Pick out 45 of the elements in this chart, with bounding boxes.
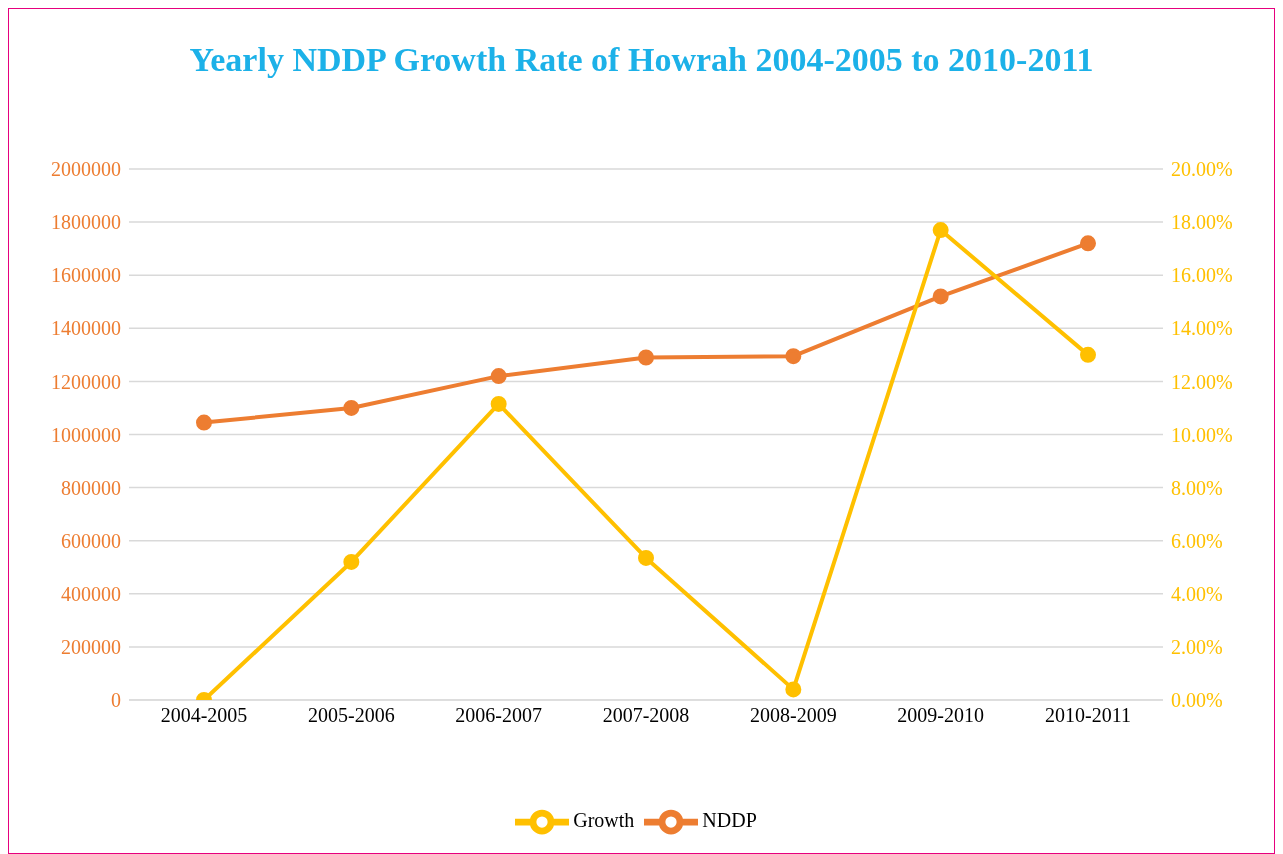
- y-tick-label: 0: [111, 689, 121, 712]
- point: [196, 414, 212, 431]
- x-tick-label: 2007-2008: [602, 704, 690, 727]
- point: [343, 553, 360, 570]
- point: [490, 395, 507, 412]
- y2-tick-label: 0.00%: [1171, 689, 1223, 712]
- y-tick-label: 200000: [61, 636, 121, 658]
- chart-title: Yearly NDDP Growth Rate of Howrah 2004-2005 to 2010-2011: [188, 40, 1095, 80]
- point: [490, 368, 507, 385]
- x-tick-label: 2010-2011: [1045, 704, 1131, 727]
- y2-tick-label: 8.00%: [1171, 476, 1223, 499]
- y-tick-label: 600000: [61, 529, 121, 552]
- x-tick-label: 2009-2010: [897, 704, 984, 727]
- y-tick-label: 1600000: [51, 264, 121, 287]
- y2-tick-label: 6.00%: [1171, 529, 1223, 552]
- x-tick-label: 2008-2009: [750, 704, 837, 727]
- y-tick-label: 1800000: [51, 211, 121, 234]
- y-tick-label: 1200000: [51, 370, 121, 393]
- y2-tick-label: 4.00%: [1171, 582, 1223, 605]
- point: [785, 348, 802, 365]
- x-tick-label: 2005-2006: [308, 704, 395, 727]
- legend-label: Growth: [573, 808, 635, 831]
- y-tick-label: 800000: [61, 476, 121, 499]
- y2-tick-label: 14.00%: [1171, 317, 1233, 340]
- point: [1080, 235, 1096, 252]
- y-tick-label: 1000000: [51, 423, 121, 446]
- y-tick-label: 1400000: [51, 317, 121, 340]
- y2-tick-label: 10.00%: [1171, 423, 1233, 446]
- point: [932, 288, 949, 305]
- point: [1080, 346, 1096, 363]
- point: [785, 681, 802, 698]
- x-tick-label: 2004-2005: [160, 704, 248, 727]
- point: [638, 349, 654, 366]
- y-tick-label: 2000000: [51, 158, 121, 181]
- point: [638, 549, 654, 566]
- y2-tick-label: 12.00%: [1171, 370, 1233, 393]
- x-tick-label: 2006-2007: [455, 704, 542, 727]
- point: [932, 222, 949, 239]
- y2-tick-label: 16.00%: [1171, 264, 1233, 287]
- y-tick-label: 400000: [61, 582, 121, 605]
- y2-tick-label: 18.00%: [1171, 211, 1233, 234]
- y2-tick-label: 2.00%: [1171, 636, 1223, 658]
- point: [343, 399, 360, 416]
- y2-tick-label: 20.00%: [1171, 158, 1233, 181]
- legend-label: NDDP: [702, 808, 757, 831]
